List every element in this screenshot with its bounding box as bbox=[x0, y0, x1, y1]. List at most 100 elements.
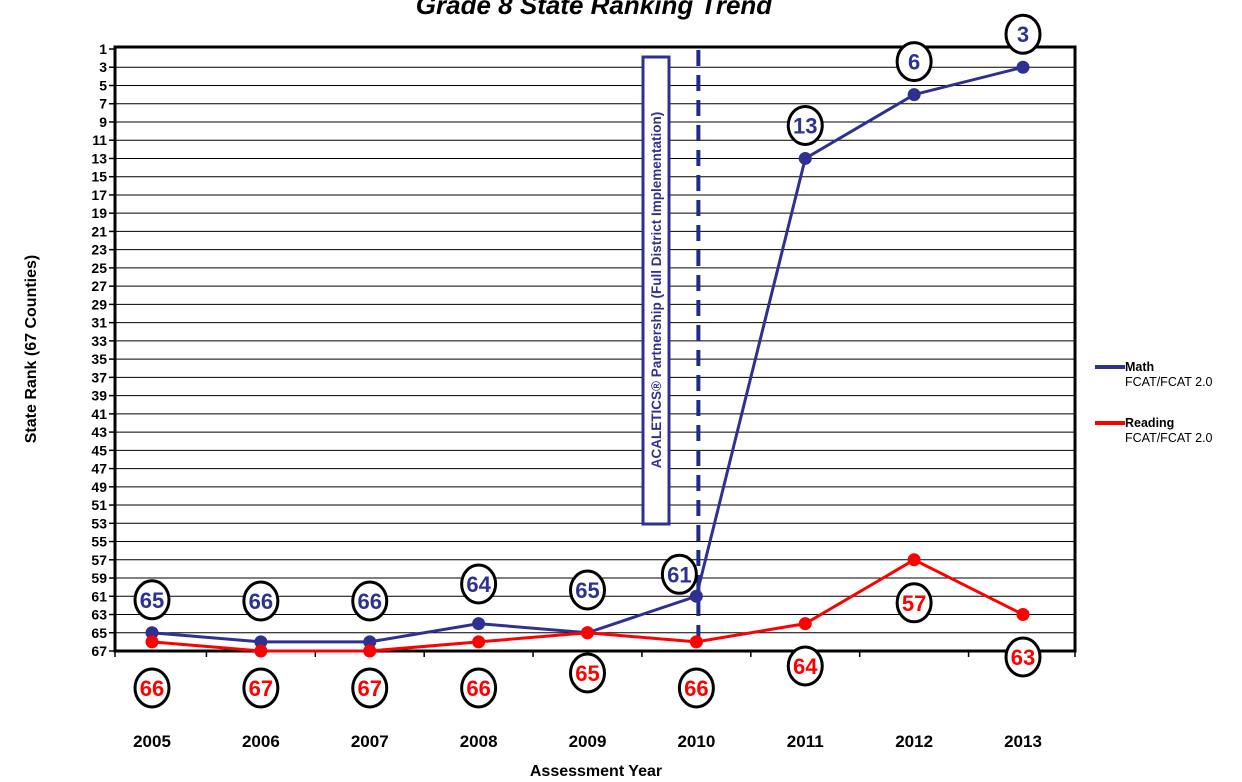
math-data-label-bubble bbox=[460, 563, 498, 605]
y-tick-label: 19 bbox=[91, 205, 107, 221]
x-tick-label: 2010 bbox=[677, 732, 715, 751]
math-data-point bbox=[907, 88, 921, 102]
y-tick-label: 9 bbox=[99, 114, 107, 130]
math-data-label: 13 bbox=[793, 113, 817, 138]
y-tick-label: 49 bbox=[91, 479, 107, 495]
reading-data-point bbox=[363, 644, 377, 658]
math-data-label-bubble bbox=[660, 553, 698, 595]
reading-data-point bbox=[689, 635, 703, 649]
math-data-label: 3 bbox=[1017, 22, 1029, 47]
reading-data-label-bubble bbox=[569, 652, 606, 694]
math-data-label-bubble bbox=[569, 569, 606, 611]
implementation-label: ACALETICS® Partnership (Full District Im… bbox=[649, 112, 664, 468]
reading-data-label: 65 bbox=[575, 661, 599, 686]
reading-data-label-bubble bbox=[133, 667, 171, 709]
math-data-label-bubble bbox=[1004, 13, 1042, 55]
x-tick-label: 2005 bbox=[133, 732, 171, 751]
chart-title: Grade 8 State Ranking Trend bbox=[416, 0, 774, 20]
implementation-label-box bbox=[641, 55, 671, 526]
y-tick-label: 55 bbox=[91, 534, 107, 550]
y-tick-label: 41 bbox=[91, 406, 107, 422]
y-tick-label: 27 bbox=[91, 278, 107, 294]
math-series-line bbox=[151, 65, 1024, 644]
math-data-point bbox=[798, 151, 812, 165]
reading-data-point bbox=[798, 617, 812, 631]
x-tick-label: 2011 bbox=[787, 732, 824, 751]
math-data-label-bubble bbox=[133, 579, 171, 621]
x-tick-label: 2013 bbox=[1004, 732, 1042, 751]
reading-data-label: 66 bbox=[466, 676, 490, 701]
math-data-label: 64 bbox=[466, 572, 491, 597]
reading-data-label: 64 bbox=[793, 654, 818, 679]
y-tick-label: 35 bbox=[91, 351, 107, 367]
math-data-label-bubble bbox=[351, 580, 389, 622]
y-axis: 1357911131517192123252729313335373941434… bbox=[91, 41, 115, 659]
math-data-label: 65 bbox=[140, 588, 164, 613]
x-tick-label: 2009 bbox=[569, 732, 607, 751]
y-tick-label: 65 bbox=[91, 625, 107, 641]
x-tick-label: 2012 bbox=[895, 732, 933, 751]
y-tick-label: 21 bbox=[91, 223, 107, 239]
reading-data-label: 67 bbox=[358, 676, 382, 701]
y-tick-label: 25 bbox=[91, 260, 107, 276]
y-tick-label: 53 bbox=[91, 515, 107, 531]
math-legend-sublabel: FCAT/FCAT 2.0 bbox=[1125, 375, 1213, 389]
reading-data-point bbox=[581, 626, 594, 640]
reading-data-label: 57 bbox=[902, 591, 926, 616]
y-tick-label: 29 bbox=[91, 296, 107, 312]
x-tick-label: 2008 bbox=[460, 732, 498, 751]
math-data-label: 65 bbox=[575, 578, 599, 603]
reading-data-label-bubble bbox=[1004, 636, 1042, 678]
y-tick-label: 45 bbox=[91, 442, 107, 458]
y-tick-label: 43 bbox=[91, 424, 107, 440]
y-tick-label: 3 bbox=[99, 59, 107, 75]
reading-legend-sublabel: FCAT/FCAT 2.0 bbox=[1125, 431, 1213, 445]
y-tick-label: 39 bbox=[91, 388, 107, 404]
math-data-label: 61 bbox=[667, 562, 691, 587]
y-tick-label: 67 bbox=[91, 643, 107, 659]
y-tick-label: 63 bbox=[91, 607, 107, 623]
y-tick-label: 47 bbox=[91, 461, 107, 477]
y-tick-label: 15 bbox=[91, 169, 107, 185]
reading-data-label-bubble bbox=[460, 667, 498, 709]
y-tick-label: 13 bbox=[91, 150, 107, 166]
math-data-point bbox=[363, 635, 377, 649]
reading-data-label: 66 bbox=[140, 676, 164, 701]
reading-data-label-bubble bbox=[895, 582, 933, 624]
reading-data-label-bubble bbox=[351, 667, 389, 709]
x-axis: 2005 2006 2007 2008 2009 2010 2011 2012 2013 bbox=[114, 651, 1076, 751]
reading-data-point bbox=[907, 553, 921, 567]
math-data-label: 66 bbox=[249, 589, 273, 614]
series bbox=[145, 60, 1030, 658]
reading-data-label: 67 bbox=[249, 676, 273, 701]
x-tick-label: 2007 bbox=[351, 732, 389, 751]
math-data-point bbox=[254, 635, 268, 649]
reading-data-point bbox=[472, 635, 486, 649]
reading-data-label: 63 bbox=[1011, 645, 1035, 670]
reading-data-label-bubble bbox=[242, 667, 280, 709]
math-data-label-bubble bbox=[242, 580, 280, 622]
x-axis-title: Assessment Year bbox=[530, 763, 662, 780]
math-data-point bbox=[145, 626, 159, 640]
reading-data-label-bubble bbox=[677, 667, 715, 709]
y-tick-label: 11 bbox=[92, 132, 107, 148]
grid bbox=[115, 66, 1075, 634]
math-data-label: 6 bbox=[908, 50, 920, 75]
math-data-point bbox=[689, 589, 703, 603]
reading-data-label: 66 bbox=[684, 676, 708, 701]
y-tick-label: 31 bbox=[91, 315, 107, 331]
plot-frame bbox=[113, 45, 1077, 653]
y-tick-label: 57 bbox=[91, 552, 107, 568]
reading-legend-label: Reading bbox=[1125, 416, 1174, 430]
reading-data-point bbox=[254, 644, 268, 658]
math-data-point bbox=[472, 617, 486, 631]
y-tick-label: 59 bbox=[91, 570, 107, 586]
y-tick-label: 17 bbox=[91, 187, 107, 203]
y-tick-label: 51 bbox=[91, 497, 107, 513]
y-tick-label: 61 bbox=[91, 588, 107, 604]
reading-data-label-bubble bbox=[786, 645, 824, 687]
y-tick-label: 37 bbox=[91, 369, 107, 385]
x-tick-label: 2006 bbox=[242, 732, 280, 751]
